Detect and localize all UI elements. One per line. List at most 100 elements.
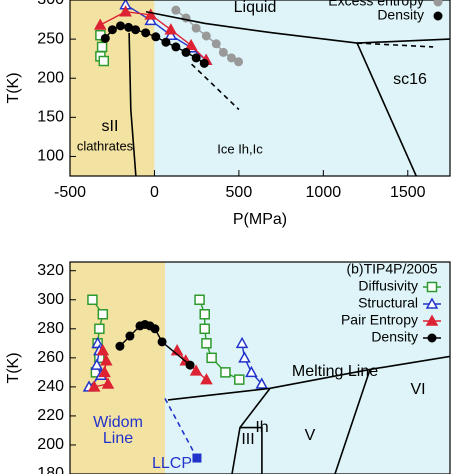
marker [171,5,181,15]
series-line [357,42,434,48]
marker [185,360,195,370]
marker [184,38,198,51]
plot-frame [69,261,451,474]
series-line [241,343,263,385]
legend-label: Density [371,329,418,345]
marker [425,314,439,326]
marker [425,297,439,309]
region [154,0,450,176]
y-tick-label: 240 [37,378,64,395]
y-tick-label: 150 [37,109,64,126]
annotation: V [305,427,316,444]
marker [107,25,117,35]
annotation: Liquid [234,0,277,16]
marker [161,37,171,47]
marker [119,5,132,17]
x-axis-label: P(MPa) [233,211,287,228]
marker [238,351,251,363]
marker [234,374,245,385]
marker [87,380,101,392]
annotation: Ice Ih,Ic [217,141,263,156]
marker [189,364,203,376]
y-tick-label: 300 [37,0,64,8]
x-tick-label: 1000 [306,184,342,201]
marker [164,28,178,40]
y-tick-label: 200 [37,69,64,86]
y-tick-label: 100 [37,148,64,165]
y-tick-label: 180 [37,465,64,474]
series-line [167,355,450,401]
marker [100,33,110,43]
annotation: sc16 [393,71,427,88]
marker [87,294,98,306]
marker [201,31,211,41]
legend-label: Excess entropy [328,0,424,9]
region [70,262,165,474]
marker [181,47,191,57]
marker [93,18,107,30]
marker [201,338,212,349]
marker [90,358,104,370]
annotation: sII [102,118,119,135]
marker [144,13,158,26]
marker [234,57,244,67]
marker [98,365,111,378]
marker [191,23,201,33]
marker [192,453,202,463]
series-line [128,32,137,176]
annotation: LLCP [152,455,192,472]
marker [157,337,167,347]
marker [199,309,210,320]
plot-frame [69,0,451,177]
legend-label: Structural [358,295,418,311]
marker [426,281,438,293]
y-axis-label: T(K) [5,72,22,103]
marker [144,8,158,20]
plot-area [70,262,450,474]
marker [94,323,105,335]
marker [96,41,108,53]
marker [151,32,161,42]
series-line [356,42,417,176]
marker [125,331,135,341]
annotation: clathrates [77,138,134,153]
annotation: Melting Line [292,363,378,380]
marker [255,377,269,389]
marker [97,309,109,320]
marker [220,367,231,378]
marker [115,341,125,351]
marker [235,336,249,349]
series-line [145,10,450,44]
legend-label: Diffusivity [358,278,418,294]
marker [427,333,437,343]
y-tick-label: 260 [37,349,64,366]
annotation: VI [410,381,425,398]
marker [206,352,217,364]
marker [194,294,205,306]
marker [218,47,228,57]
marker [211,39,221,49]
marker [96,344,110,356]
marker [199,323,210,335]
y-tick-label: 300 [37,291,64,308]
marker [115,21,125,31]
marker [199,58,209,68]
marker [101,377,115,389]
y-tick-label: 220 [37,407,64,424]
x-tick-label: 500 [226,184,253,201]
y-tick-label: 320 [37,262,64,279]
annotation: Line [103,430,133,447]
annotation: Ih [255,419,268,436]
y-tick-label: 280 [37,320,64,337]
marker [131,25,141,35]
legend-title: (b)TIP4P/2005 [346,261,437,277]
marker [99,354,113,366]
legend-label: Density [377,7,424,23]
legend-label: Pair Entropy [341,312,418,328]
marker [150,324,160,334]
y-axis-label: T(K) [5,352,22,383]
marker [226,53,236,63]
marker [141,28,151,38]
annotation: Widom [93,414,143,431]
